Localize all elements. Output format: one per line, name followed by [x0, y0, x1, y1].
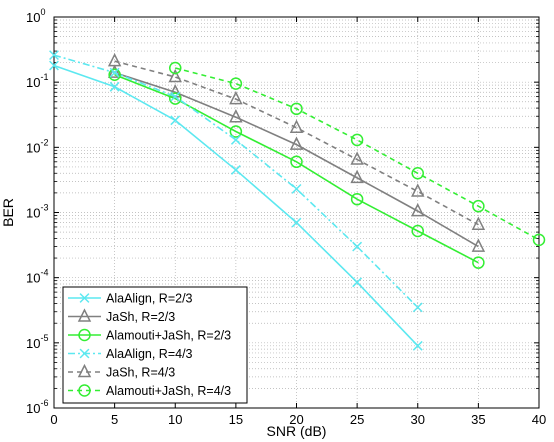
- data-point: [350, 133, 364, 147]
- legend-item: AlaAlign, R=2/3: [68, 292, 193, 306]
- x-tick-label: 40: [532, 412, 546, 427]
- legend-marker: [78, 384, 91, 397]
- y-tick-label: 10-4: [26, 268, 48, 286]
- series-line: [114, 71, 479, 248]
- x-tick-label: 30: [411, 412, 425, 427]
- data-point: [229, 109, 243, 123]
- x-tick-label: 25: [350, 412, 364, 427]
- data-point: [109, 81, 120, 92]
- y-axis-label: BER: [0, 198, 16, 227]
- y-tick-label: 10-2: [26, 137, 48, 155]
- legend-label: AlaAlign, R=4/3: [106, 347, 193, 361]
- data-point: [49, 60, 59, 71]
- legend-marker: [78, 328, 91, 342]
- data-point: [411, 202, 425, 217]
- legend-label: JaSh, R=4/3: [106, 366, 175, 380]
- series-line: [114, 73, 479, 264]
- data-point: [291, 217, 302, 228]
- legend-item: AlaAlign, R=4/3: [68, 347, 193, 361]
- data-point: [109, 67, 120, 78]
- legend-marker: [79, 293, 90, 303]
- legend: AlaAlign, R=2/3 JaSh, R=2/3 Alamouti+JaSh,…: [62, 286, 248, 404]
- y-tick-label: 10-5: [26, 333, 48, 351]
- x-tick-label: 10: [168, 412, 182, 427]
- series-line: [175, 67, 540, 241]
- legend-label: Alamouti+JaSh, R=2/3: [106, 329, 231, 343]
- legend-item: JaSh, R=4/3: [68, 363, 175, 380]
- data-point: [107, 52, 122, 67]
- data-point: [229, 90, 243, 105]
- data-point: [412, 302, 423, 313]
- x-tick-label: 20: [289, 412, 303, 427]
- series-0: [49, 60, 423, 351]
- data-point: [289, 136, 304, 150]
- data-point: [350, 151, 364, 165]
- data-point: [230, 134, 241, 145]
- data-point: [169, 61, 182, 75]
- data-point: [230, 165, 241, 175]
- x-tick-label: 5: [111, 412, 118, 427]
- legend-marker: [77, 308, 92, 322]
- x-tick-label: 15: [229, 412, 243, 427]
- data-point: [411, 167, 424, 180]
- legend-item: Alamouti+JaSh, R=2/3: [68, 329, 231, 343]
- y-tick-label: 10-1: [26, 72, 48, 90]
- x-tick-label: 0: [50, 412, 57, 427]
- data-point: [352, 241, 363, 252]
- series-lines: [49, 50, 546, 351]
- data-point: [471, 216, 486, 230]
- legend-box: [62, 286, 248, 404]
- data-point: [290, 155, 303, 169]
- x-axis-label: SNR (dB): [267, 423, 327, 439]
- data-point: [168, 68, 182, 83]
- data-point: [49, 50, 59, 61]
- data-point: [229, 125, 243, 138]
- legend-label: JaSh, R=2/3: [106, 310, 175, 324]
- data-point: [471, 238, 486, 252]
- data-point: [169, 92, 182, 105]
- legend-marker: [79, 348, 90, 359]
- y-tick-label: 10-6: [26, 398, 48, 416]
- legend-item: Alamouti+JaSh, R=4/3: [68, 384, 231, 398]
- y-tick-label: 100: [26, 7, 45, 25]
- data-point: [350, 192, 364, 206]
- x-tick-label: 35: [471, 412, 485, 427]
- y-tick-label: 10-3: [26, 203, 48, 221]
- legend-item: JaSh, R=2/3: [68, 308, 175, 324]
- data-point: [411, 224, 424, 238]
- data-point: [411, 183, 425, 197]
- data-point: [350, 169, 364, 184]
- data-point: [229, 77, 243, 90]
- data-point: [291, 183, 302, 194]
- data-point: [289, 119, 304, 133]
- legend-label: Alamouti+JaSh, R=4/3: [106, 384, 231, 398]
- data-point: [170, 115, 181, 126]
- data-point: [290, 102, 303, 116]
- data-point: [472, 199, 485, 213]
- data-point: [412, 340, 423, 351]
- data-point: [472, 256, 485, 269]
- series-4: [107, 52, 486, 230]
- series-5: [169, 61, 546, 247]
- grid: [54, 17, 539, 408]
- series-3: [49, 50, 423, 313]
- data-point: [352, 277, 363, 288]
- data-point: [170, 91, 181, 102]
- axis-ticks: 0 5 10 15 20 25 30 35 40 100 10-1 10-2 10-3 10-4 10-5 1…: [26, 7, 546, 427]
- data-point: [532, 233, 546, 247]
- series-2: [108, 68, 485, 269]
- legend-label: AlaAlign, R=2/3: [106, 292, 193, 306]
- legend-marker: [77, 363, 92, 378]
- data-point: [108, 68, 121, 81]
